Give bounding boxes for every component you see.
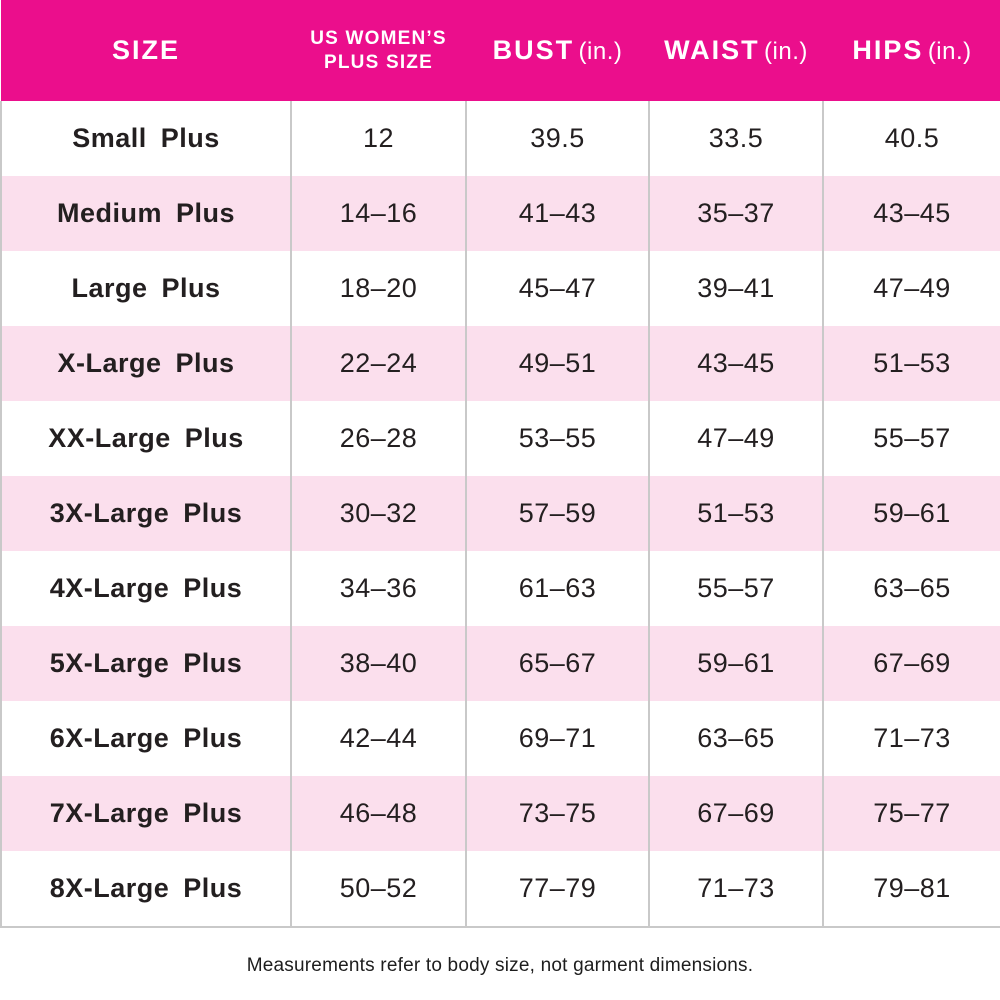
cell-hips: 40.5: [822, 101, 1000, 176]
size-table: SIZE US WOMEN’S PLUS SIZE BUST (in.) WAI…: [0, 0, 1000, 928]
cell-bust: 53–55: [465, 401, 649, 476]
cell-us-plus: 18–20: [290, 251, 466, 326]
header-bust: BUST (in.): [466, 0, 649, 101]
cell-us-plus: 26–28: [290, 401, 466, 476]
cell-bust: 57–59: [465, 476, 649, 551]
cell-bust: 39.5: [465, 101, 649, 176]
cell-waist: 33.5: [648, 101, 823, 176]
header-bust-label: BUST: [492, 35, 575, 65]
header-waist-label: WAIST: [664, 35, 760, 65]
table-row: Medium Plus 14–16 41–43 35–37 43–45: [0, 176, 1000, 251]
header-waist: WAIST (in.): [649, 0, 823, 101]
header-hips-unit: (in.): [927, 38, 972, 65]
cell-us-plus: 30–32: [290, 476, 466, 551]
cell-us-plus: 34–36: [290, 551, 466, 626]
cell-bust: 61–63: [465, 551, 649, 626]
cell-size: 7X-Large Plus: [0, 776, 291, 851]
header-us-plus-size: US WOMEN’S PLUS SIZE: [291, 0, 466, 101]
table-row: XX-Large Plus 26–28 53–55 47–49 55–57: [0, 401, 1000, 476]
cell-hips: 43–45: [822, 176, 1000, 251]
cell-waist: 35–37: [648, 176, 823, 251]
header-size-label: SIZE: [111, 35, 180, 65]
header-us-plus-line2: PLUS SIZE: [324, 51, 433, 73]
cell-size: 3X-Large Plus: [0, 476, 291, 551]
cell-size: 8X-Large Plus: [0, 851, 291, 928]
header-us-plus-line1: US WOMEN’S: [310, 27, 447, 49]
cell-waist: 59–61: [648, 626, 823, 701]
header-waist-unit: (in.): [764, 38, 808, 65]
cell-size: Medium Plus: [0, 176, 291, 251]
table-header-row: SIZE US WOMEN’S PLUS SIZE BUST (in.) WAI…: [1, 0, 1000, 101]
cell-us-plus: 14–16: [290, 176, 466, 251]
cell-hips: 55–57: [822, 401, 1000, 476]
cell-hips: 63–65: [822, 551, 1000, 626]
footnote: Measurements refer to body size, not gar…: [246, 955, 754, 976]
cell-bust: 41–43: [465, 176, 649, 251]
table-row: 7X-Large Plus 46–48 73–75 67–69 75–77: [0, 776, 1000, 851]
cell-hips: 67–69: [822, 626, 1000, 701]
cell-hips: 79–81: [822, 851, 1000, 928]
cell-bust: 49–51: [465, 326, 649, 401]
cell-size: 6X-Large Plus: [0, 701, 291, 776]
table-row: Small Plus 12 39.5 33.5 40.5: [0, 101, 1000, 176]
header-hips: HIPS (in.): [823, 0, 1000, 101]
cell-size: 4X-Large Plus: [0, 551, 291, 626]
cell-us-plus: 22–24: [290, 326, 466, 401]
cell-us-plus: 38–40: [290, 626, 466, 701]
cell-hips: 59–61: [822, 476, 1000, 551]
cell-bust: 65–67: [465, 626, 649, 701]
table-row: 6X-Large Plus 42–44 69–71 63–65 71–73: [0, 701, 1000, 776]
header-hips-label: HIPS: [852, 35, 924, 65]
cell-waist: 63–65: [648, 701, 823, 776]
cell-waist: 51–53: [648, 476, 823, 551]
table-row: X-Large Plus 22–24 49–51 43–45 51–53: [0, 326, 1000, 401]
cell-waist: 43–45: [648, 326, 823, 401]
cell-bust: 73–75: [465, 776, 649, 851]
table-row: 8X-Large Plus 50–52 77–79 71–73 79–81: [0, 851, 1000, 928]
cell-bust: 45–47: [465, 251, 649, 326]
cell-us-plus: 12: [290, 101, 466, 176]
cell-hips: 71–73: [822, 701, 1000, 776]
cell-hips: 75–77: [822, 776, 1000, 851]
cell-us-plus: 46–48: [290, 776, 466, 851]
cell-size: XX-Large Plus: [0, 401, 291, 476]
cell-waist: 47–49: [648, 401, 823, 476]
cell-bust: 69–71: [465, 701, 649, 776]
header-size: SIZE: [1, 0, 291, 101]
cell-waist: 67–69: [648, 776, 823, 851]
cell-waist: 55–57: [648, 551, 823, 626]
cell-hips: 47–49: [822, 251, 1000, 326]
cell-waist: 39–41: [648, 251, 823, 326]
cell-size: Small Plus: [0, 101, 291, 176]
cell-size: X-Large Plus: [0, 326, 291, 401]
table-row: Large Plus 18–20 45–47 39–41 47–49: [0, 251, 1000, 326]
table-row: 3X-Large Plus 30–32 57–59 51–53 59–61: [0, 476, 1000, 551]
cell-us-plus: 50–52: [290, 851, 466, 928]
table-row: 4X-Large Plus 34–36 61–63 55–57 63–65: [0, 551, 1000, 626]
cell-us-plus: 42–44: [290, 701, 466, 776]
cell-bust: 77–79: [465, 851, 649, 928]
cell-size: Large Plus: [0, 251, 291, 326]
cell-size: 5X-Large Plus: [0, 626, 291, 701]
cell-hips: 51–53: [822, 326, 1000, 401]
header-bust-unit: (in.): [578, 38, 623, 65]
table-row: 5X-Large Plus 38–40 65–67 59–61 67–69: [0, 626, 1000, 701]
cell-waist: 71–73: [648, 851, 823, 928]
